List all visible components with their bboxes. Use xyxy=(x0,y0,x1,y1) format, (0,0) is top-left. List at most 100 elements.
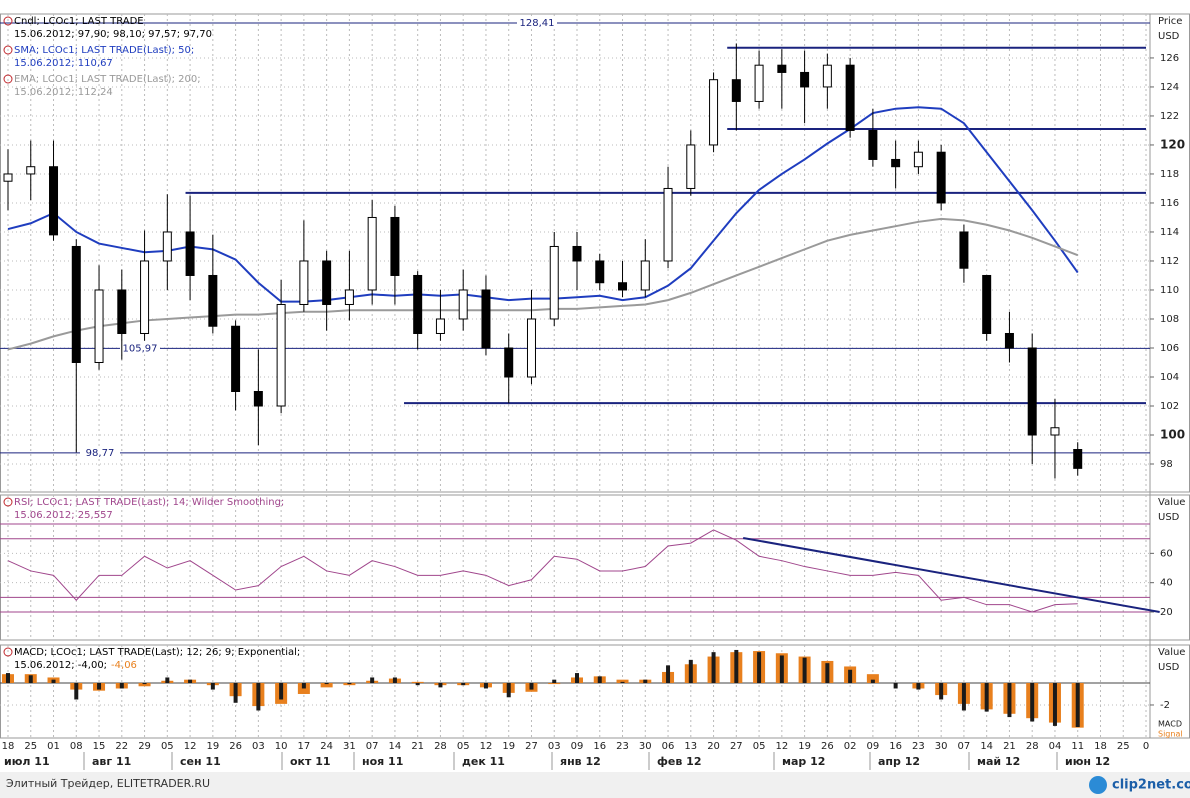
month-label: авг 11 xyxy=(92,755,131,768)
histogram-bar xyxy=(256,682,261,711)
histogram-bar xyxy=(711,652,716,683)
series-name: MACD xyxy=(1158,720,1182,729)
candle-body xyxy=(1073,449,1083,469)
candle-body xyxy=(640,260,650,291)
candle-body xyxy=(94,289,104,363)
y-tick-label: -2 xyxy=(1160,700,1170,711)
x-tick-label: 01 xyxy=(47,741,60,752)
y-tick-label: 100 xyxy=(1160,428,1185,442)
y-tick-label: 122 xyxy=(1160,111,1179,122)
y-tick-label: 104 xyxy=(1160,372,1179,383)
x-tick-label: 03 xyxy=(252,741,265,752)
series-line xyxy=(7,217,1079,351)
y-tick-label: 116 xyxy=(1160,198,1179,209)
candle-body xyxy=(435,318,445,334)
trend-line xyxy=(742,536,1160,613)
candle-body xyxy=(49,166,59,236)
level-label: 98,77 xyxy=(86,448,115,459)
histogram-bar xyxy=(643,679,648,683)
x-tick-label: 16 xyxy=(593,741,606,752)
candle-body xyxy=(686,144,696,189)
y-axis-label: Value xyxy=(1158,497,1185,508)
x-tick-label: 0 xyxy=(1143,741,1149,752)
x-tick-label: 04 xyxy=(1049,741,1062,752)
y-tick-label: 110 xyxy=(1160,285,1179,296)
legend-value: 15.06.2012; 110,67 xyxy=(14,58,113,69)
candle-body xyxy=(777,64,787,73)
x-tick-label: 20 xyxy=(707,741,720,752)
histogram-bar xyxy=(210,682,215,690)
histogram-bar xyxy=(688,659,693,683)
histogram-bar xyxy=(1007,682,1012,718)
x-tick-label: 19 xyxy=(798,741,811,752)
logo-icon xyxy=(1089,776,1107,794)
histogram-bar xyxy=(370,677,375,683)
x-tick-label: 30 xyxy=(639,741,652,752)
x-tick-label: 21 xyxy=(1003,741,1016,752)
histogram-bar xyxy=(1052,682,1057,726)
candle-body xyxy=(344,289,354,305)
x-tick-label: 23 xyxy=(912,741,925,752)
histogram-bar xyxy=(1030,682,1035,722)
x-tick-label: 09 xyxy=(571,741,584,752)
month-label: июн 12 xyxy=(1065,755,1110,768)
x-tick-label: 27 xyxy=(730,741,743,752)
x-tick-label: 14 xyxy=(389,741,402,752)
x-tick-label: 05 xyxy=(161,741,174,752)
series-line xyxy=(7,529,1078,613)
month-label: янв 12 xyxy=(560,755,601,768)
histogram-bar xyxy=(666,665,671,683)
histogram-bar xyxy=(51,679,56,683)
candle-body xyxy=(185,231,195,276)
legend-icon xyxy=(3,647,13,657)
candle-body xyxy=(26,166,36,175)
candle-body xyxy=(481,289,491,349)
y-tick-label: 106 xyxy=(1160,343,1179,354)
candle-body xyxy=(595,260,605,284)
x-tick-label: 26 xyxy=(821,741,834,752)
histogram-bar xyxy=(866,674,879,683)
candle-body xyxy=(959,231,969,269)
month-label: май 12 xyxy=(977,755,1020,768)
legend-name: Cndl; LCOc1; LAST TRADE xyxy=(14,16,144,27)
histogram-bar xyxy=(506,682,511,698)
x-tick-label: 23 xyxy=(616,741,629,752)
candle-body xyxy=(526,318,536,378)
histogram-bar xyxy=(415,682,420,686)
candle-body xyxy=(390,216,400,276)
y-tick-label: 40 xyxy=(1160,578,1173,589)
x-tick-label: 31 xyxy=(343,741,356,752)
candle-body xyxy=(458,289,468,320)
footer-source: Элитный Трейдер, ELITETRADER.RU xyxy=(6,777,210,790)
y-axis-unit: USD xyxy=(1158,512,1180,523)
histogram-bar xyxy=(620,681,625,683)
y-tick-label: 114 xyxy=(1160,227,1179,238)
histogram-bar xyxy=(939,682,944,700)
candle-body xyxy=(709,79,719,146)
x-tick-label: 13 xyxy=(684,741,697,752)
histogram-bar xyxy=(297,682,310,694)
x-tick-label: 03 xyxy=(548,741,561,752)
histogram-bar xyxy=(961,682,966,711)
x-tick-label: 12 xyxy=(775,741,788,752)
y-tick-label: 20 xyxy=(1160,607,1173,618)
x-tick-label: 19 xyxy=(206,741,219,752)
legend-icon xyxy=(3,497,13,507)
histogram-bar xyxy=(802,657,807,683)
legend-icon xyxy=(3,74,13,84)
candle-body xyxy=(1050,427,1060,436)
x-tick-label: 28 xyxy=(1026,741,1039,752)
x-tick-label: 19 xyxy=(502,741,515,752)
legend-value: 15.06.2012; 25,557 xyxy=(14,510,113,521)
x-tick-label: 12 xyxy=(480,741,493,752)
x-tick-label: 02 xyxy=(844,741,857,752)
histogram-bar xyxy=(411,681,424,683)
candle-body xyxy=(276,303,286,407)
candle-body xyxy=(367,216,377,291)
x-tick-label: 29 xyxy=(138,741,151,752)
level-label-bg xyxy=(80,446,120,459)
candle-body xyxy=(1004,332,1014,349)
legend-name: RSI; LCOc1; LAST TRADE(Last); 14; Wilder… xyxy=(14,497,284,508)
month-label: сен 11 xyxy=(180,755,221,768)
legend-value: 15.06.2012; -4,00; xyxy=(14,660,107,671)
